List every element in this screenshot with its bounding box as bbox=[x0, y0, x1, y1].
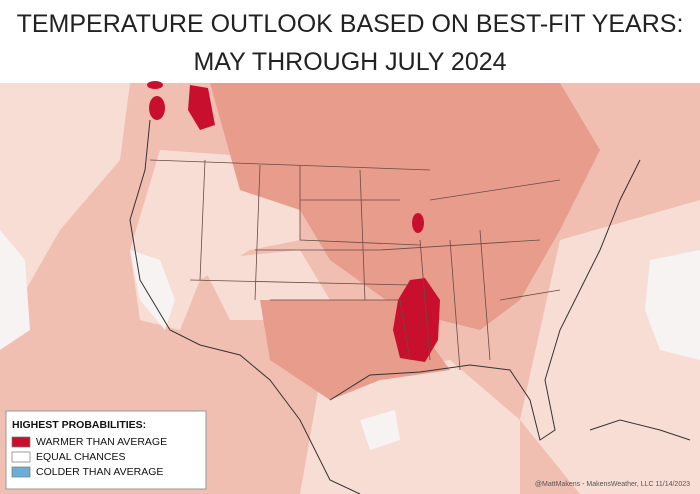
equal-zone bbox=[0, 230, 30, 350]
light-zone bbox=[0, 83, 130, 330]
warm-zone bbox=[440, 88, 590, 160]
credit: @MattMakens - MakensWeather, LLC 11/14/2… bbox=[535, 481, 690, 488]
legend-swatch bbox=[11, 466, 31, 478]
legend: HIGHEST PROBABILITIES: WARMER THAN AVERA… bbox=[5, 410, 207, 490]
legend-title: HIGHEST PROBABILITIES: bbox=[12, 419, 146, 431]
coastline bbox=[589, 419, 691, 441]
title-line: MAY THROUGH JULY 2024 bbox=[193, 48, 506, 76]
equal-zone bbox=[360, 410, 400, 450]
legend-label: EQUAL CHANCES bbox=[36, 451, 125, 463]
light-zone bbox=[300, 360, 520, 494]
warm-zone bbox=[210, 83, 600, 330]
legend-swatch bbox=[11, 451, 31, 463]
legend-label: COLDER THAN AVERAGE bbox=[36, 466, 163, 478]
equal-zone bbox=[645, 250, 700, 360]
legend-label: WARMER THAN AVERAGE bbox=[36, 436, 167, 448]
equal-zone bbox=[130, 250, 175, 330]
legend-box bbox=[5, 410, 207, 490]
warmer-zone bbox=[147, 81, 163, 89]
legend-swatch bbox=[11, 436, 31, 448]
state-border bbox=[149, 159, 561, 371]
title-line: TEMPERATURE OUTLOOK BASED ON BEST-FIT YE… bbox=[17, 10, 684, 38]
warmer-zone bbox=[149, 96, 165, 120]
warmer-zone bbox=[188, 85, 215, 130]
coastline bbox=[129, 119, 361, 494]
coastline bbox=[329, 159, 641, 441]
map bbox=[0, 81, 700, 494]
warmer-zone bbox=[412, 213, 424, 233]
